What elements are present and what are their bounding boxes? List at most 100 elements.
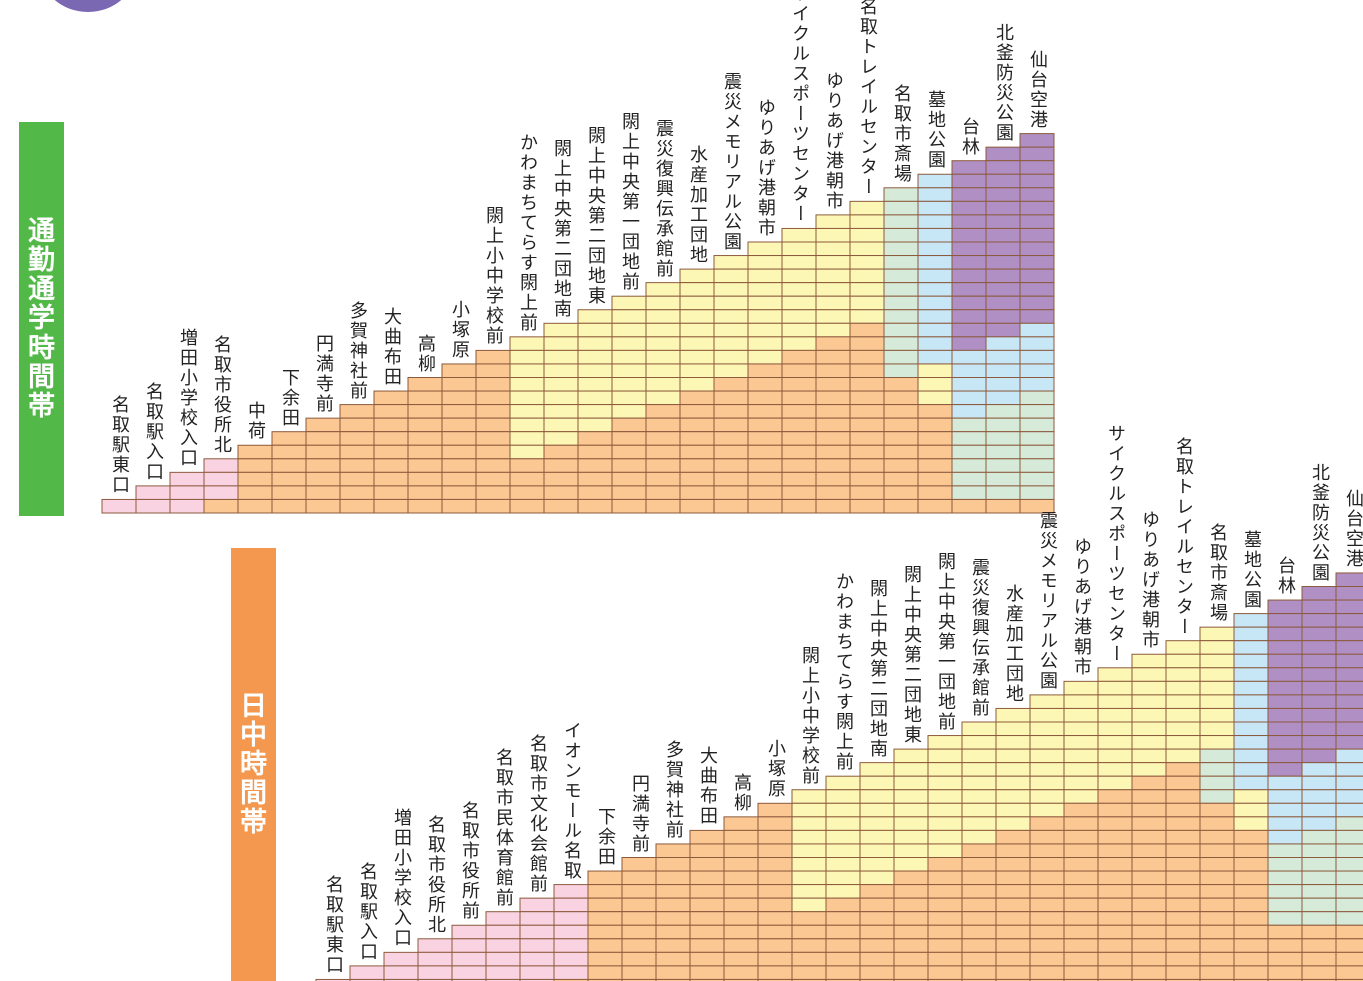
fare-cell	[1029, 897, 1065, 913]
fare-cell	[1233, 775, 1269, 791]
fare-cell	[995, 762, 1031, 777]
fare-cell	[1019, 282, 1055, 297]
fare-cell	[1267, 857, 1303, 872]
fare-cell	[407, 390, 443, 406]
fare-cell	[1267, 680, 1303, 696]
fare-cell	[553, 938, 589, 953]
stop-label: サイクルスポーツセンター	[789, 0, 810, 225]
fare-cell	[985, 458, 1021, 473]
fare-cell	[519, 978, 555, 981]
fare-cell	[747, 471, 783, 487]
fare-cell	[995, 789, 1031, 804]
fare-cell	[485, 911, 521, 926]
fare-cell	[1131, 829, 1167, 845]
fare-cell	[985, 417, 1021, 433]
fare-cell	[1335, 586, 1363, 601]
fare-cell	[475, 377, 511, 392]
fare-cell	[1165, 789, 1201, 804]
fare-cell	[407, 458, 443, 473]
fare-cell	[927, 911, 963, 926]
fare-cell	[679, 268, 715, 284]
fare-cell	[849, 417, 885, 433]
fare-cell	[825, 843, 861, 859]
fare-cell	[893, 978, 929, 981]
fare-cell	[1267, 735, 1303, 750]
band-title-char: 時	[28, 332, 55, 364]
fare-cell	[951, 336, 987, 351]
fare-cell	[383, 978, 419, 981]
stop-label: 下余田	[595, 807, 616, 868]
fare-cell	[1019, 498, 1055, 514]
fare-cell	[747, 377, 783, 392]
fare-cell	[961, 924, 997, 940]
fare-cell	[1131, 667, 1167, 682]
fare-cell	[509, 485, 545, 500]
fare-cell	[1063, 978, 1099, 981]
fare-cell	[475, 390, 511, 406]
fare-cell	[723, 951, 759, 967]
fare-cell	[1301, 640, 1337, 655]
fare-cell	[655, 938, 691, 953]
fare-cell	[917, 485, 953, 500]
fare-cell	[1335, 857, 1363, 872]
daytime-period-band: 日中時間帯	[231, 548, 276, 981]
fare-cell	[1131, 965, 1167, 980]
stop-label: 名取トレイルセンター	[857, 0, 878, 198]
fare-cell	[1097, 748, 1133, 764]
fare-cell	[791, 938, 827, 953]
fare-cell	[849, 377, 885, 392]
fare-cell	[339, 458, 375, 473]
fare-cell	[1097, 857, 1133, 872]
fare-cell	[1019, 377, 1055, 392]
stop-label: 高柳	[731, 772, 752, 813]
fare-cell	[859, 857, 895, 872]
fare-cell	[859, 802, 895, 818]
fare-cell	[995, 816, 1031, 831]
fare-cell	[1019, 173, 1055, 189]
fare-cell	[679, 471, 715, 487]
fare-cell	[1335, 870, 1363, 886]
fare-cell	[577, 431, 613, 446]
fare-cell	[893, 965, 929, 980]
band-title-char: 日	[240, 690, 267, 722]
fare-cell	[757, 951, 793, 967]
fare-cell	[407, 485, 443, 500]
fare-cell	[951, 282, 987, 297]
fare-cell	[1131, 843, 1167, 859]
fare-cell	[917, 444, 953, 460]
stop-label: 水産加工団地	[1003, 584, 1024, 705]
fare-cell	[577, 377, 613, 392]
fare-cell	[1029, 924, 1065, 940]
fare-cell	[917, 471, 953, 487]
fare-cell	[1165, 748, 1201, 764]
fare-cell	[689, 857, 725, 872]
fare-cell	[995, 707, 1031, 723]
stop-label: 仙台空港	[1343, 488, 1363, 569]
fare-cell	[917, 282, 953, 297]
fare-cell	[441, 404, 477, 419]
fare-cell	[679, 485, 715, 500]
fare-cell	[645, 282, 681, 297]
fare-cell	[713, 377, 749, 392]
fare-cell	[577, 363, 613, 379]
fare-cell	[1267, 775, 1303, 791]
fare-cell	[1019, 133, 1055, 148]
fare-cell	[713, 282, 749, 297]
fare-cell	[893, 843, 929, 859]
fare-cell	[1199, 802, 1235, 818]
fare-cell	[723, 843, 759, 859]
fare-cell	[1267, 599, 1303, 615]
fare-cell	[1233, 721, 1269, 737]
fare-cell	[917, 390, 953, 406]
fare-cell	[543, 377, 579, 392]
fare-cell	[859, 951, 895, 967]
fare-cell	[1063, 694, 1099, 709]
fare-cell	[349, 965, 385, 980]
fare-cell	[849, 458, 885, 473]
fare-cell	[1199, 884, 1235, 899]
fare-cell	[645, 485, 681, 500]
fare-cell	[951, 268, 987, 284]
fare-cell	[849, 322, 885, 338]
fare-cell	[689, 829, 725, 845]
fare-cell	[1063, 911, 1099, 926]
